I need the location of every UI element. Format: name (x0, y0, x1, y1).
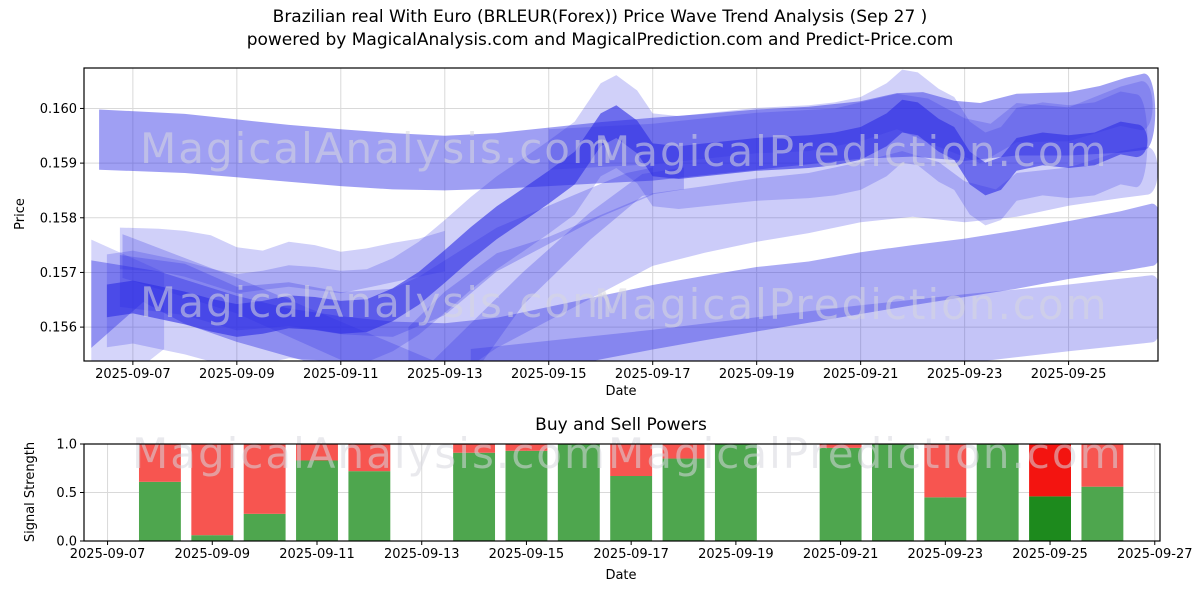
signal-x-tick-label: 2025-09-19 (698, 547, 774, 562)
sell-bar-2025-09-18 (662, 444, 705, 459)
price-x-tick-label: 2025-09-11 (303, 367, 379, 382)
buy-bar-2025-09-14 (453, 452, 496, 541)
figure-title-line1: Brazilian real With Euro (BRLEUR(Forex))… (272, 7, 928, 27)
sell-bar-2025-09-11 (296, 444, 338, 461)
signal-y-tick-label: 1.0 (56, 438, 77, 453)
watermark-text: MagicalPrediction.com (594, 280, 1109, 329)
price-y-tick-label: 0.158 (40, 211, 77, 226)
sell-bar-2025-09-10 (243, 444, 286, 514)
sell-bar-2025-09-26 (1081, 444, 1124, 487)
buy-bar-2025-09-09 (191, 535, 234, 541)
sell-bar-2025-09-12 (348, 444, 391, 472)
price-axes: 2025-09-07 2025-09-09 2025-09-11 2025-09-13… (40, 67, 1159, 382)
watermark-text: MagicalAnalysis.com (140, 124, 615, 173)
price-watermarks: MagicalAnalysis.comMagicalPrediction.com… (140, 124, 1109, 329)
price-x-tick-label: 2025-09-21 (823, 367, 899, 382)
signal-axes: 2025-09-07 2025-09-09 2025-09-11 2025-09-13… (56, 438, 1192, 563)
signal-x-tick-label: 2025-09-15 (489, 547, 565, 562)
signal-x-tick-label: 2025-09-07 (70, 547, 146, 562)
signal-x-tick-label: 2025-09-09 (175, 547, 251, 562)
signal-watermarks: MagicalAnalysis.com MagicalPrediction.com (132, 429, 1123, 478)
price-x-tick-label: 2025-09-17 (615, 367, 691, 382)
signal-y-tick-label: 0.5 (56, 486, 77, 501)
signal-x-tick-label: 2025-09-27 (1117, 547, 1193, 562)
buy-bar-2025-09-21 (819, 447, 862, 541)
price-y-tick-label: 0.156 (40, 321, 77, 336)
date-axis-label-bottom: Date (605, 568, 637, 583)
watermark-text: MagicalPrediction.com (608, 429, 1123, 478)
band-bottom-right-band (470, 275, 1158, 361)
band-ascending-band (432, 167, 684, 361)
price-y-tick-label: 0.159 (40, 157, 77, 172)
watermark-text: MagicalAnalysis.com (140, 278, 615, 327)
signal-x-tick-label: 2025-09-25 (1012, 547, 1088, 562)
price-x-tick-label: 2025-09-09 (199, 367, 275, 382)
buy-bar-2025-09-16 (557, 444, 600, 541)
price-x-tick-label: 2025-09-19 (719, 367, 795, 382)
signal-x-tick-label: 2025-09-17 (593, 547, 669, 562)
buy-bar-2025-09-11 (296, 460, 338, 541)
signal-y-tick-label: 0.0 (56, 535, 77, 550)
buy-bar-2025-09-10 (243, 513, 286, 541)
price-axis-label: Price (13, 198, 28, 230)
sell-bar-2025-09-25 (1029, 444, 1071, 497)
watermark-text: MagicalPrediction.com (594, 127, 1109, 176)
sell-bar-2025-09-09 (191, 444, 234, 536)
buy-bar-2025-09-15 (505, 450, 548, 541)
sell-bar-2025-09-08 (138, 444, 181, 482)
price-x-tick-label: 2025-09-25 (1031, 367, 1107, 382)
buy-bar-2025-09-23 (924, 497, 967, 541)
signal-bars (138, 444, 1124, 541)
sell-bar-2025-09-14 (453, 444, 496, 453)
price-bands (91, 69, 1158, 361)
sell-bar-2025-09-15 (505, 444, 548, 451)
figure-title-line2: powered by MagicalAnalysis.com and Magic… (246, 30, 954, 50)
buy-bar-2025-09-22 (872, 444, 914, 541)
sell-bar-2025-09-17 (610, 444, 653, 477)
price-x-tick-label: 2025-09-15 (511, 367, 587, 382)
signal-axis-label: Signal Strength (23, 441, 38, 543)
buy-bar-2025-09-12 (348, 471, 391, 541)
price-x-tick-label: 2025-09-13 (407, 367, 483, 382)
buy-bar-2025-09-17 (610, 476, 653, 541)
signal-x-tick-label: 2025-09-23 (908, 547, 984, 562)
price-x-tick-label: 2025-09-23 (927, 367, 1003, 382)
sell-bar-2025-09-23 (924, 444, 967, 498)
buy-bar-2025-09-18 (662, 458, 705, 541)
signal-x-tick-label: 2025-09-13 (384, 547, 460, 562)
buy-bar-2025-09-19 (714, 444, 757, 541)
price-chart: MagicalAnalysis.comMagicalPrediction.com… (40, 67, 1159, 382)
bars-chart-title: Buy and Sell Powers (535, 415, 707, 435)
sell-bar-2025-09-21 (819, 444, 862, 448)
band-mid-right-band (408, 146, 1158, 361)
price-y-tick-label: 0.157 (40, 266, 77, 281)
price-x-tick-label: 2025-09-07 (95, 367, 171, 382)
buy-bar-2025-09-24 (976, 444, 1019, 541)
band-left-upper-band (119, 227, 445, 294)
band-core-band (106, 99, 1148, 337)
watermark-text: MagicalAnalysis.com (132, 429, 607, 478)
signal-x-tick-label: 2025-09-11 (279, 547, 355, 562)
buy-bar-2025-09-08 (138, 481, 181, 541)
buy-bar-2025-09-25 (1029, 496, 1071, 541)
signal-x-tick-label: 2025-09-21 (803, 547, 879, 562)
buy-bar-2025-09-26 (1081, 486, 1124, 541)
band-left-mid-band (119, 167, 653, 337)
signal-chart: MagicalAnalysis.com MagicalPrediction.com… (56, 429, 1192, 562)
price-y-tick-label: 0.160 (40, 102, 77, 117)
date-axis-label-top: Date (605, 384, 637, 399)
